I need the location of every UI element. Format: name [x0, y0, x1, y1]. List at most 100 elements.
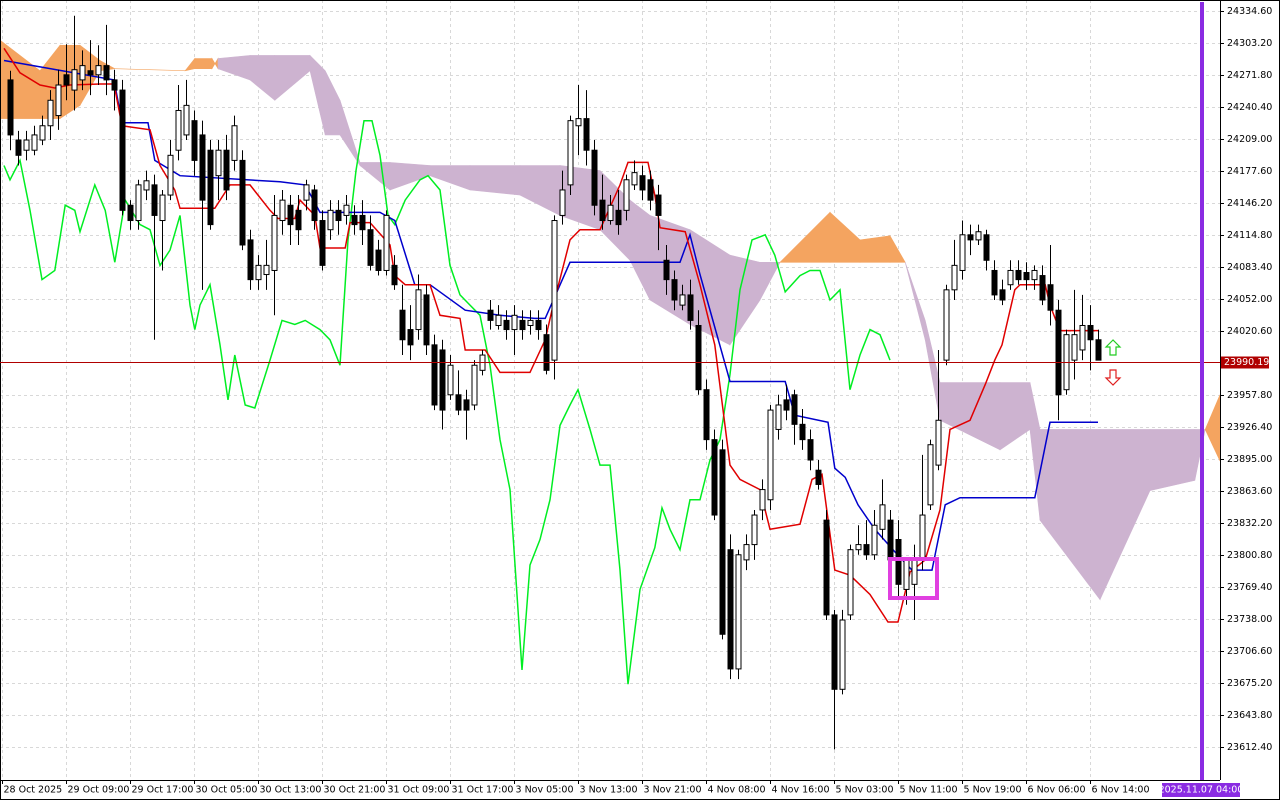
y-tick-label: 24083.40	[1227, 262, 1272, 273]
x-tick-label: 28 Oct 2025	[4, 785, 63, 796]
candle-body	[847, 549, 854, 616]
candle-body	[151, 184, 158, 216]
candle-body	[7, 79, 14, 136]
candle-body	[15, 139, 22, 156]
x-tick-label: 4 Nov 16:00	[772, 785, 830, 796]
candle-body	[527, 319, 534, 326]
candle-body	[23, 139, 30, 151]
candle-body	[663, 259, 670, 281]
candle-body	[551, 220, 558, 361]
candle-body	[327, 209, 334, 231]
candle-body	[879, 504, 886, 530]
y-tick-label: 23612.40	[1227, 742, 1272, 753]
candle-body	[247, 239, 254, 281]
candle-body	[943, 289, 950, 361]
candle-body	[359, 214, 366, 231]
candle-body	[767, 409, 774, 501]
candle-body	[615, 209, 622, 226]
candle-body	[855, 544, 862, 551]
y-tick-label: 24334.60	[1227, 6, 1272, 17]
x-tick-label: 29 Oct 17:00	[132, 785, 194, 796]
candle-body	[135, 184, 142, 222]
cloud-segment	[1149, 429, 1196, 491]
candle-body	[687, 294, 694, 321]
candle-body	[1023, 272, 1030, 281]
candle-body	[887, 519, 894, 561]
candle-body	[495, 314, 502, 326]
candle-body	[239, 159, 246, 246]
candle-body	[727, 549, 734, 670]
indicator-line	[3, 119, 891, 685]
x-tick-label: 5 Nov 11:00	[900, 785, 958, 796]
candle-body	[255, 264, 262, 281]
candle-body	[1087, 324, 1094, 341]
y-tick-label: 24177.60	[1227, 166, 1272, 177]
candle-body	[751, 514, 758, 546]
candle-body	[711, 439, 718, 516]
candle-body	[735, 554, 742, 670]
candle-body	[935, 419, 942, 466]
candle-body	[967, 234, 974, 241]
y-tick-label: 24303.20	[1227, 38, 1272, 49]
candle-body	[575, 118, 582, 127]
candle-body	[199, 134, 206, 201]
candle-body	[439, 349, 446, 411]
candle-body	[191, 120, 198, 161]
x-tick-label: 5 Nov 19:00	[964, 785, 1022, 796]
candles	[7, 15, 1102, 750]
y-tick-label: 24114.80	[1227, 230, 1272, 241]
y-tick-label: 24052.00	[1227, 294, 1272, 305]
candle-body	[815, 469, 822, 485]
candle-body	[1095, 339, 1102, 361]
y-tick-label: 23769.40	[1227, 582, 1272, 593]
candle-body	[1071, 334, 1078, 361]
candle-body	[431, 344, 438, 406]
last-price-label: 23990.19	[1224, 357, 1269, 368]
candle-body	[807, 439, 814, 461]
candle-body	[423, 294, 430, 346]
x-tick-label: 4 Nov 08:00	[708, 785, 766, 796]
candle-body	[447, 364, 454, 396]
x-tick-label: 31 Oct 09:00	[388, 785, 450, 796]
candle-body	[863, 544, 870, 556]
x-tick-label: 3 Nov 21:00	[644, 785, 702, 796]
candle-body	[719, 449, 726, 635]
candle-body	[71, 69, 78, 91]
candle-body	[415, 289, 422, 331]
y-tick-label: 24271.80	[1227, 70, 1272, 81]
candle-body	[231, 125, 238, 161]
cloud-segment	[469, 165, 521, 196]
candle-body	[47, 99, 54, 127]
sell-arrow	[1104, 369, 1122, 386]
candle-body	[519, 319, 526, 331]
candle-body	[391, 264, 398, 286]
candle-body	[295, 209, 302, 231]
y-tick-label: 23738.00	[1227, 614, 1272, 625]
ichimoku-cloud	[0, 39, 1221, 601]
candle-body	[895, 538, 902, 585]
candle-body	[399, 309, 406, 341]
x-tick-label: 5 Nov 03:00	[836, 785, 894, 796]
candle-body	[671, 279, 678, 301]
candle-body	[583, 118, 590, 151]
candle-body	[119, 89, 126, 211]
candle-body	[695, 324, 702, 391]
candle-body	[919, 514, 926, 561]
x-tick-label: 31 Oct 17:00	[452, 785, 514, 796]
candle-body	[463, 399, 470, 411]
candle-body	[823, 519, 830, 616]
candle-body	[407, 329, 414, 346]
cloud-segment	[759, 262, 781, 301]
candle-body	[1007, 269, 1014, 286]
candle-body	[471, 364, 478, 406]
candle-body	[959, 234, 966, 271]
candle-body	[303, 184, 310, 201]
x-tick-label: 30 Oct 05:00	[196, 785, 258, 796]
candle-body	[951, 264, 958, 291]
candle-body	[335, 209, 342, 222]
candle-body	[1031, 269, 1038, 281]
candle-body	[983, 234, 990, 261]
candle-body	[31, 134, 38, 151]
candle-body	[999, 289, 1006, 301]
